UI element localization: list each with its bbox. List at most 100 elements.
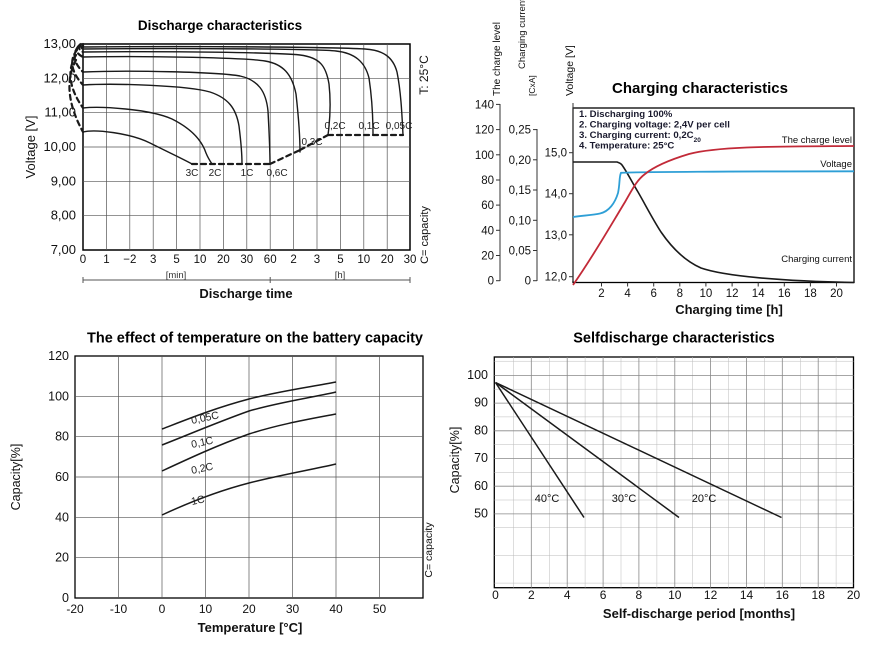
- svg-text:0: 0: [488, 276, 494, 288]
- svg-text:Discharge time: Discharge time: [199, 286, 292, 301]
- svg-text:C= capacity: C= capacity: [423, 522, 435, 578]
- svg-text:12: 12: [704, 588, 718, 602]
- svg-text:3: 3: [150, 254, 156, 266]
- svg-text:4: 4: [564, 588, 571, 602]
- svg-text:7,00: 7,00: [51, 242, 76, 257]
- svg-text:50: 50: [373, 602, 387, 616]
- svg-text:T: 25°C: T: 25°C: [417, 55, 431, 95]
- svg-text:6: 6: [650, 288, 656, 300]
- svg-text:18: 18: [804, 288, 817, 300]
- svg-text:20: 20: [217, 254, 230, 266]
- svg-text:20: 20: [242, 602, 256, 616]
- svg-text:0,20: 0,20: [509, 155, 531, 167]
- svg-text:11,00: 11,00: [44, 105, 76, 120]
- svg-text:0,25: 0,25: [509, 125, 531, 137]
- svg-text:20: 20: [55, 551, 69, 565]
- svg-text:-20: -20: [66, 602, 84, 616]
- svg-text:8: 8: [677, 288, 683, 300]
- svg-text:1. Discharging 100%: 1. Discharging 100%: [579, 109, 673, 120]
- svg-text:2. Charging voltage: 2,4V per: 2. Charging voltage: 2,4V per cell: [579, 120, 730, 131]
- svg-text:100: 100: [475, 150, 494, 162]
- svg-text:16: 16: [776, 588, 790, 602]
- svg-text:Charging characteristics: Charging characteristics: [612, 80, 788, 97]
- svg-text:C= capacity: C= capacity: [419, 206, 431, 264]
- svg-text:30°C: 30°C: [612, 493, 637, 505]
- svg-text:2C: 2C: [209, 168, 222, 179]
- svg-text:0,2C: 0,2C: [324, 121, 345, 132]
- svg-text:Charging current: Charging current: [781, 254, 852, 265]
- svg-text:5: 5: [337, 254, 343, 266]
- svg-text:[min]: [min]: [166, 270, 187, 281]
- svg-text:8,00: 8,00: [51, 208, 76, 223]
- svg-text:20: 20: [381, 254, 394, 266]
- svg-text:0: 0: [492, 588, 499, 602]
- svg-text:40: 40: [55, 510, 69, 524]
- svg-text:Capacity[%]: Capacity[%]: [9, 444, 23, 511]
- svg-text:40°C: 40°C: [535, 493, 560, 505]
- svg-text:12,0: 12,0: [545, 272, 567, 284]
- svg-text:30: 30: [404, 254, 417, 266]
- svg-text:8: 8: [636, 588, 643, 602]
- svg-text:60: 60: [264, 254, 277, 266]
- svg-text:Discharge characteristics: Discharge characteristics: [138, 18, 302, 33]
- svg-text:10: 10: [357, 254, 370, 266]
- svg-text:6: 6: [600, 588, 607, 602]
- svg-text:16: 16: [778, 288, 791, 300]
- svg-text:13,00: 13,00: [43, 36, 76, 51]
- svg-text:0,05C: 0,05C: [386, 121, 413, 132]
- svg-text:3: 3: [314, 254, 320, 266]
- svg-text:18: 18: [812, 588, 826, 602]
- svg-text:4. Temperature: 25°C: 4. Temperature: 25°C: [579, 141, 674, 152]
- svg-text:80: 80: [474, 423, 488, 437]
- svg-text:10: 10: [199, 602, 213, 616]
- svg-text:0,6C: 0,6C: [266, 168, 287, 179]
- svg-text:1: 1: [103, 254, 109, 266]
- svg-text:50: 50: [474, 507, 488, 521]
- svg-text:Charging time [h]: Charging time [h]: [675, 302, 783, 317]
- svg-text:40: 40: [329, 602, 343, 616]
- svg-text:Voltage: Voltage: [820, 159, 852, 170]
- svg-text:70: 70: [474, 451, 488, 465]
- svg-text:Capacity[%]: Capacity[%]: [448, 427, 462, 494]
- svg-text:40: 40: [481, 225, 494, 237]
- svg-text:1C: 1C: [241, 168, 254, 179]
- svg-text:0: 0: [525, 276, 531, 288]
- svg-text:[h]: [h]: [335, 270, 346, 281]
- svg-text:13,0: 13,0: [545, 230, 567, 242]
- svg-text:0,2C: 0,2C: [190, 460, 215, 476]
- svg-text:Charging current: Charging current: [517, 0, 528, 69]
- svg-text:0,10: 0,10: [509, 215, 531, 227]
- svg-text:5: 5: [173, 254, 179, 266]
- svg-text:0,3C: 0,3C: [301, 137, 322, 148]
- svg-text:14: 14: [752, 288, 765, 300]
- svg-text:2: 2: [528, 588, 535, 602]
- svg-text:Temperature [°C]: Temperature [°C]: [198, 620, 303, 635]
- svg-text:The charge level: The charge level: [492, 22, 503, 96]
- svg-text:-10: -10: [110, 602, 128, 616]
- svg-text:10: 10: [668, 588, 682, 602]
- svg-text:−2: −2: [123, 254, 136, 266]
- svg-text:100: 100: [467, 368, 488, 382]
- svg-text:10: 10: [194, 254, 207, 266]
- svg-text:100: 100: [48, 389, 69, 403]
- svg-text:The charge level: The charge level: [782, 135, 852, 146]
- svg-text:1C: 1C: [190, 493, 206, 508]
- svg-text:120: 120: [48, 349, 69, 363]
- svg-text:30: 30: [286, 602, 300, 616]
- svg-text:Voltage [V]: Voltage [V]: [23, 116, 38, 179]
- svg-text:12: 12: [726, 288, 739, 300]
- svg-text:15,0: 15,0: [545, 148, 567, 160]
- svg-text:10: 10: [700, 288, 713, 300]
- svg-text:0,05: 0,05: [509, 246, 531, 258]
- svg-text:14: 14: [740, 588, 754, 602]
- svg-text:80: 80: [481, 175, 494, 187]
- svg-text:60: 60: [55, 470, 69, 484]
- svg-text:14,0: 14,0: [545, 189, 567, 201]
- svg-text:4: 4: [624, 288, 631, 300]
- svg-text:20: 20: [481, 251, 494, 263]
- svg-text:140: 140: [475, 99, 494, 111]
- svg-text:The effect of temperature on t: The effect of temperature on the battery…: [87, 331, 423, 347]
- svg-text:2: 2: [290, 254, 296, 266]
- svg-text:120: 120: [475, 125, 494, 137]
- svg-text:0: 0: [159, 602, 166, 616]
